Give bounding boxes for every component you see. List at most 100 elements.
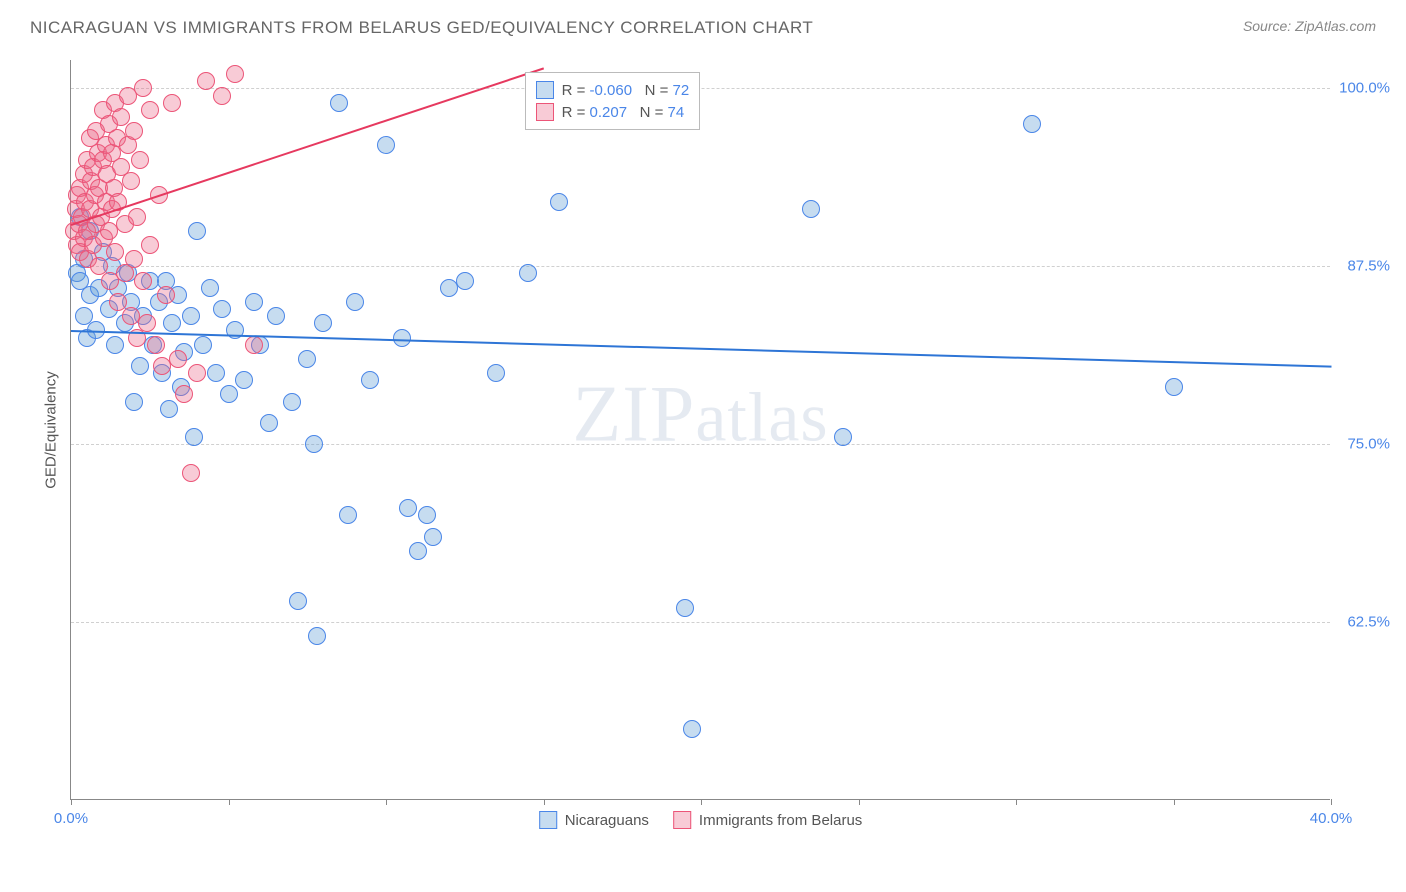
data-point: [330, 94, 348, 112]
data-point: [188, 364, 206, 382]
swatch-icon: [536, 103, 554, 121]
data-point: [289, 592, 307, 610]
data-point: [424, 528, 442, 546]
legend-item-belarus: Immigrants from Belarus: [673, 811, 862, 829]
gridline: [71, 88, 1330, 89]
data-point: [399, 499, 417, 517]
legend-stats-row: R = -0.060 N = 72: [536, 79, 690, 101]
x-tick-mark: [1331, 799, 1332, 805]
data-point: [213, 300, 231, 318]
legend-label: Nicaraguans: [565, 812, 649, 829]
data-point: [339, 506, 357, 524]
data-point: [267, 307, 285, 325]
data-point: [163, 94, 181, 112]
data-point: [125, 122, 143, 140]
data-point: [834, 428, 852, 446]
data-point: [207, 364, 225, 382]
x-tick-mark: [71, 799, 72, 805]
data-point: [182, 307, 200, 325]
y-tick-label: 75.0%: [1335, 436, 1390, 453]
data-point: [361, 371, 379, 389]
data-point: [125, 250, 143, 268]
data-point: [676, 599, 694, 617]
data-point: [197, 72, 215, 90]
x-tick-label: 0.0%: [54, 810, 88, 827]
legend-stats: R = -0.060 N = 72 R = 0.207 N = 74: [525, 72, 701, 130]
swatch-icon: [539, 811, 557, 829]
data-point: [260, 414, 278, 432]
data-point: [125, 393, 143, 411]
data-point: [157, 286, 175, 304]
data-point: [106, 243, 124, 261]
y-axis-label: GED/Equivalency: [43, 371, 60, 489]
legend-label: Immigrants from Belarus: [699, 812, 862, 829]
y-tick-label: 87.5%: [1335, 258, 1390, 275]
data-point: [456, 272, 474, 290]
data-point: [169, 350, 187, 368]
data-point: [131, 151, 149, 169]
data-point: [141, 101, 159, 119]
data-point: [346, 293, 364, 311]
legend-stats-text: R = 0.207 N = 74: [562, 104, 685, 121]
x-tick-mark: [1016, 799, 1017, 805]
data-point: [213, 87, 231, 105]
data-point: [377, 136, 395, 154]
x-tick-mark: [859, 799, 860, 805]
x-tick-mark: [229, 799, 230, 805]
data-point: [1023, 115, 1041, 133]
gridline: [71, 266, 1330, 267]
data-point: [201, 279, 219, 297]
x-tick-mark: [386, 799, 387, 805]
data-point: [194, 336, 212, 354]
data-point: [802, 200, 820, 218]
data-point: [147, 336, 165, 354]
data-point: [134, 79, 152, 97]
data-point: [393, 329, 411, 347]
plot-area: ZIPatlas GED/Equivalency Nicaraguans Imm…: [70, 60, 1330, 800]
data-point: [519, 264, 537, 282]
legend-item-nicaraguans: Nicaraguans: [539, 811, 649, 829]
data-point: [235, 371, 253, 389]
data-point: [106, 336, 124, 354]
swatch-icon: [673, 811, 691, 829]
legend-bottom: Nicaraguans Immigrants from Belarus: [539, 811, 863, 829]
data-point: [134, 272, 152, 290]
data-point: [245, 293, 263, 311]
data-point: [131, 357, 149, 375]
data-point: [128, 208, 146, 226]
x-tick-label: 40.0%: [1310, 810, 1353, 827]
chart-container: ZIPatlas GED/Equivalency Nicaraguans Imm…: [50, 50, 1380, 840]
x-tick-mark: [701, 799, 702, 805]
chart-title: NICARAGUAN VS IMMIGRANTS FROM BELARUS GE…: [30, 18, 813, 38]
gridline: [71, 622, 1330, 623]
gridline: [71, 444, 1330, 445]
watermark: ZIPatlas: [572, 369, 828, 460]
data-point: [305, 435, 323, 453]
x-tick-mark: [1174, 799, 1175, 805]
data-point: [220, 385, 238, 403]
data-point: [182, 464, 200, 482]
data-point: [188, 222, 206, 240]
legend-stats-row: R = 0.207 N = 74: [536, 101, 690, 123]
data-point: [283, 393, 301, 411]
x-tick-mark: [544, 799, 545, 805]
data-point: [163, 314, 181, 332]
data-point: [226, 65, 244, 83]
y-tick-label: 62.5%: [1335, 614, 1390, 631]
y-tick-label: 100.0%: [1335, 80, 1390, 97]
data-point: [1165, 378, 1183, 396]
source-label: Source: ZipAtlas.com: [1243, 18, 1376, 34]
data-point: [314, 314, 332, 332]
data-point: [141, 236, 159, 254]
data-point: [409, 542, 427, 560]
data-point: [160, 400, 178, 418]
data-point: [418, 506, 436, 524]
data-point: [298, 350, 316, 368]
swatch-icon: [536, 81, 554, 99]
data-point: [122, 172, 140, 190]
data-point: [175, 385, 193, 403]
legend-stats-text: R = -0.060 N = 72: [562, 82, 690, 99]
data-point: [550, 193, 568, 211]
data-point: [308, 627, 326, 645]
data-point: [245, 336, 263, 354]
